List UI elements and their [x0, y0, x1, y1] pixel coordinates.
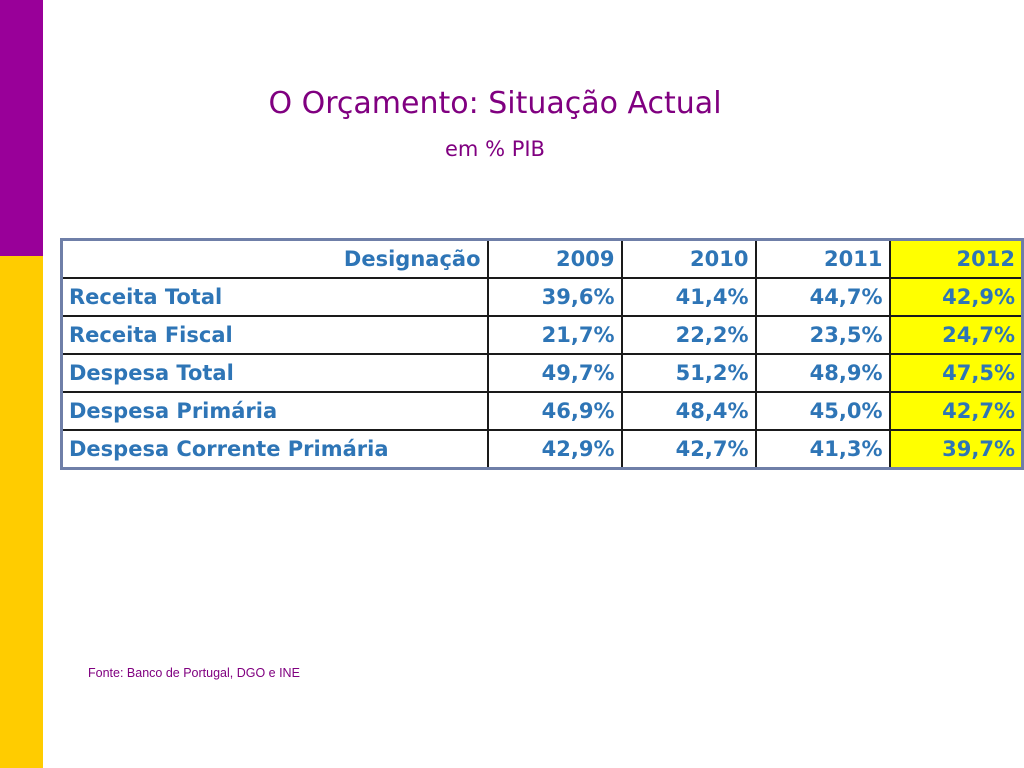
- row-label: Receita Fiscal: [60, 315, 489, 355]
- cell-2010: 51,2%: [620, 353, 757, 393]
- row-label: Despesa Primária: [60, 391, 489, 431]
- row-label: Receita Total: [60, 277, 489, 317]
- cell-2010: 41,4%: [620, 277, 757, 317]
- table-row: Receita Fiscal 21,7% 22,2% 23,5% 24,7%: [60, 315, 1024, 355]
- cell-2009: 21,7%: [486, 315, 623, 355]
- budget-table: Designação 2009 2010 2011 2012 Receita T…: [60, 238, 1024, 470]
- cell-2010: 22,2%: [620, 315, 757, 355]
- cell-2011: 41,3%: [754, 429, 891, 470]
- table-row: Receita Total 39,6% 41,4% 44,7% 42,9%: [60, 277, 1024, 317]
- header-2012: 2012: [888, 238, 1024, 279]
- cell-2009: 39,6%: [486, 277, 623, 317]
- slide-subtitle: em % PIB: [445, 137, 545, 161]
- cell-2010: 42,7%: [620, 429, 757, 470]
- cell-2011: 45,0%: [754, 391, 891, 431]
- header-2011: 2011: [754, 238, 891, 279]
- cell-2012: 42,9%: [888, 277, 1024, 317]
- cell-2010: 48,4%: [620, 391, 757, 431]
- cell-2012: 24,7%: [888, 315, 1024, 355]
- table-header-row: Designação 2009 2010 2011 2012: [60, 238, 1024, 279]
- purple-side-band: [0, 0, 43, 256]
- cell-2009: 42,9%: [486, 429, 623, 470]
- cell-2011: 44,7%: [754, 277, 891, 317]
- cell-2011: 23,5%: [754, 315, 891, 355]
- header-2010: 2010: [620, 238, 757, 279]
- cell-2012: 39,7%: [888, 429, 1024, 470]
- header-designacao: Designação: [60, 238, 489, 279]
- row-label: Despesa Corrente Primária: [60, 429, 489, 470]
- cell-2012: 42,7%: [888, 391, 1024, 431]
- table-row: Despesa Primária 46,9% 48,4% 45,0% 42,7%: [60, 391, 1024, 431]
- source-note: Fonte: Banco de Portugal, DGO e INE: [88, 666, 300, 680]
- cell-2011: 48,9%: [754, 353, 891, 393]
- slide-title: O Orçamento: Situação Actual: [268, 86, 722, 121]
- table-row: Despesa Total 49,7% 51,2% 48,9% 47,5%: [60, 353, 1024, 393]
- cell-2009: 46,9%: [486, 391, 623, 431]
- cell-2009: 49,7%: [486, 353, 623, 393]
- header-2009: 2009: [486, 238, 623, 279]
- yellow-side-band: [0, 256, 43, 768]
- row-label: Despesa Total: [60, 353, 489, 393]
- cell-2012: 47,5%: [888, 353, 1024, 393]
- table-row: Despesa Corrente Primária 42,9% 42,7% 41…: [60, 429, 1024, 470]
